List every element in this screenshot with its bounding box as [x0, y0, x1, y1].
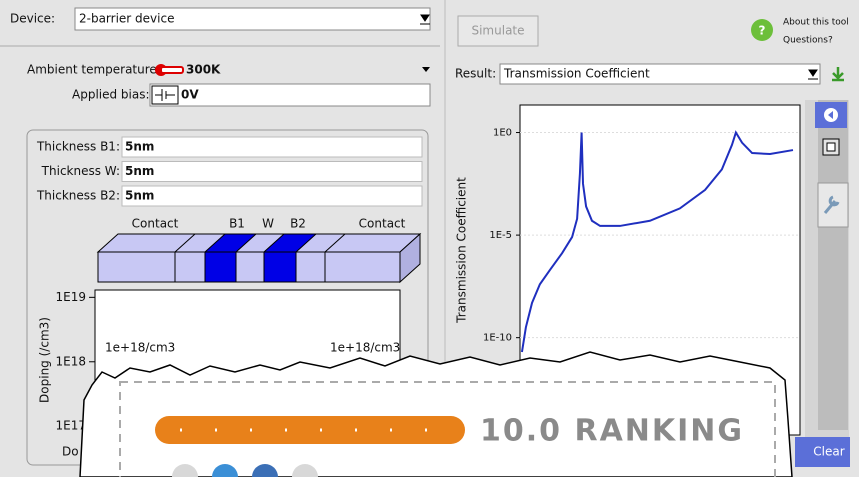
share-icon	[292, 464, 318, 477]
temperature-value: 300K	[186, 63, 221, 77]
torn-paper	[79, 351, 793, 477]
battery-icon	[151, 85, 179, 105]
battery-icon	[155, 89, 175, 101]
help-icon-mark: ?	[759, 24, 766, 38]
doping-chart: 1E19 1E18 1E17	[56, 290, 95, 433]
simulate-button[interactable]	[457, 15, 539, 47]
share-icon	[212, 464, 238, 477]
thickness-input[interactable]	[121, 136, 423, 158]
thickness-input[interactable]	[121, 185, 423, 207]
toolbar-icon	[826, 142, 836, 152]
about-link[interactable]: About this tool	[783, 18, 849, 28]
result-label: Result:	[455, 67, 496, 81]
transmission-line	[520, 130, 794, 353]
y-tick-label: 1E-10	[483, 333, 512, 344]
well-label: W	[262, 217, 274, 231]
y-tick-label: 1E18	[56, 354, 87, 368]
download-icon	[832, 67, 844, 82]
y-tick-label: 1E19	[56, 290, 87, 304]
bias-value: 0V	[181, 88, 199, 102]
thermometer-icon	[160, 66, 184, 74]
doping-x-label: Do	[62, 445, 79, 459]
y-tick-label: 1E17	[56, 419, 87, 433]
questions-link[interactable]: Questions?	[783, 36, 833, 46]
dropdown-arrow	[420, 14, 430, 25]
contact-label: Contact	[132, 217, 179, 231]
thickness-value: 5nm	[125, 164, 154, 178]
toolbar-icon	[828, 111, 833, 119]
ranking-text: 10.0 RANKING	[480, 414, 744, 449]
share-icon	[252, 464, 278, 477]
clear-button[interactable]	[795, 437, 850, 467]
doping-annotation: 1e+18/cm3	[105, 341, 175, 355]
thickness-value: 5nm	[125, 189, 154, 203]
dropdown-arrow[interactable]	[422, 67, 430, 72]
thickness-label: Thickness B1:	[36, 140, 120, 154]
doping-annotation: 1e+18/cm3	[330, 341, 400, 355]
device-label: Device:	[10, 12, 55, 26]
dropdown-arrow	[808, 69, 818, 80]
device-value: 2-barrier device	[79, 12, 174, 26]
bias-label: Applied bias:	[72, 88, 150, 102]
simulate-label: Simulate	[471, 24, 524, 38]
thickness-label: Thickness W:	[41, 164, 120, 178]
ranking-overlay: 10.0 RANKING	[79, 351, 793, 477]
transmission-chart: 1E0 1E-5 1E-10	[483, 128, 800, 353]
contact-label: Contact	[359, 217, 406, 231]
thickness-input[interactable]	[121, 161, 423, 182]
thickness-label: Thickness B2:	[36, 189, 120, 203]
ranking-bar	[155, 416, 465, 444]
barrier-label: B1	[229, 217, 245, 231]
y-tick-label: 1E-5	[489, 230, 512, 241]
share-icon	[172, 464, 198, 477]
dashed-border	[119, 381, 776, 477]
result-value: Transmission Coefficient	[503, 67, 650, 81]
barrier-label: B2	[290, 217, 306, 231]
y-tick-label: 1E0	[493, 128, 512, 139]
result-select[interactable]	[499, 63, 821, 85]
temperature-label: Ambient temperature:	[27, 63, 161, 77]
help-icon[interactable]	[751, 19, 773, 41]
bias-input[interactable]	[149, 83, 431, 107]
wrench-icon	[823, 195, 840, 214]
device-select[interactable]	[74, 7, 431, 31]
clear-label: Clear	[813, 445, 844, 459]
y-axis-label: Transmission Coefficient	[455, 177, 469, 324]
thickness-value: 5nm	[125, 140, 154, 154]
thickness-group: Thickness B1: 5nm Thickness W: 5nm Thickness…	[36, 136, 423, 207]
doping-y-label: Doping (/cm3)	[38, 317, 52, 403]
device-diagram	[96, 232, 422, 284]
